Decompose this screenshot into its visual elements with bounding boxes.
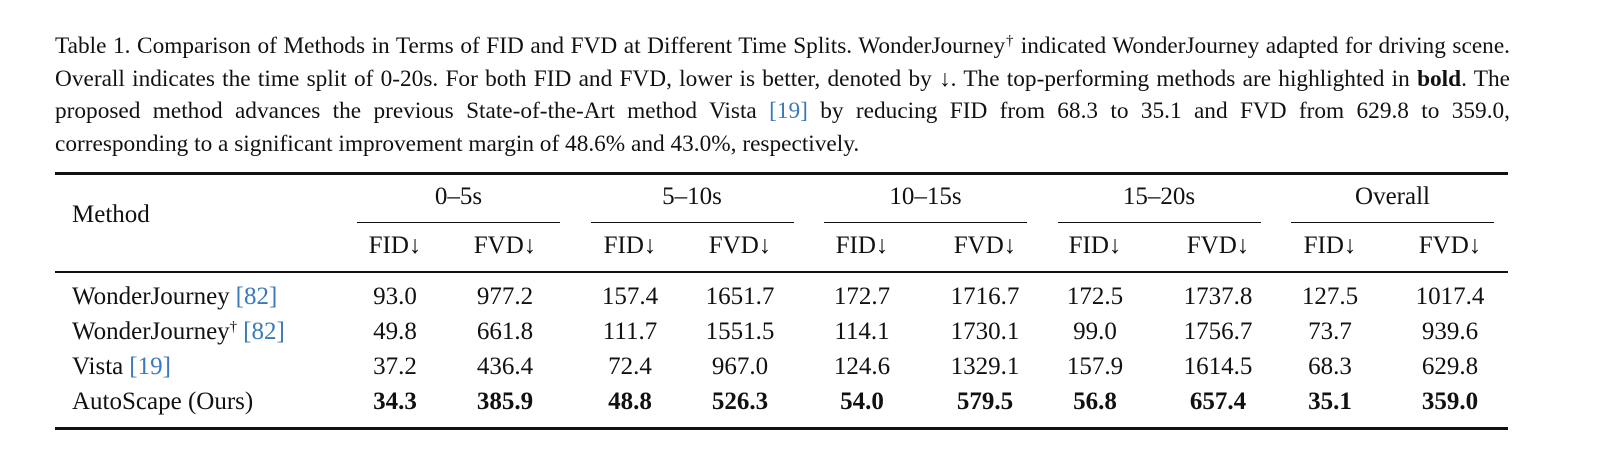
citation: [82]	[235, 283, 278, 310]
value-cell: 172.5	[1066, 283, 1124, 310]
method-cell: WonderJourney† [82]	[72, 317, 285, 347]
value-cell: 967.0	[711, 353, 769, 380]
value-cell: 157.4	[601, 283, 659, 310]
value-cell: 54.0	[840, 388, 884, 415]
method-name: AutoScape (Ours)	[72, 388, 254, 415]
value-cell: 1716.7	[950, 283, 1020, 310]
value-cell: 579.5	[956, 388, 1014, 415]
value-cell: 1329.1	[950, 353, 1020, 380]
value-cell: 124.6	[833, 353, 891, 380]
caption: Table 1. Comparison of Methods in Terms …	[55, 30, 1510, 160]
value-cell: 1756.7	[1183, 318, 1253, 345]
rule	[55, 172, 1508, 175]
value-cell: 1651.7	[705, 283, 775, 310]
value-cell: 359.0	[1421, 388, 1479, 415]
value-cell: 99.0	[1073, 318, 1117, 345]
group-header: 10–15s	[889, 183, 962, 210]
value-cell: 48.8	[608, 388, 652, 415]
column-header: FVD↓	[1418, 232, 1482, 259]
rule	[1291, 222, 1494, 224]
method-cell: Vista [19]	[72, 352, 171, 382]
value-cell: 114.1	[834, 318, 890, 345]
column-header: FVD↓	[473, 232, 537, 259]
value-cell: 35.1	[1308, 388, 1352, 415]
group-header: 0–5s	[434, 183, 483, 210]
group-header: Overall	[1355, 183, 1430, 210]
value-cell: 385.9	[476, 388, 534, 415]
method-name: WonderJourney	[72, 283, 230, 310]
method-name: Vista	[72, 353, 124, 380]
value-cell: 34.3	[373, 388, 417, 415]
value-cell: 172.7	[833, 283, 891, 310]
method-cell: WonderJourney [82]	[72, 282, 277, 312]
dagger: †	[229, 319, 238, 335]
value-cell: 73.7	[1308, 318, 1352, 345]
column-header: FID↓	[368, 232, 422, 259]
value-cell: 977.2	[476, 283, 534, 310]
rule	[1057, 222, 1261, 224]
value-cell: 1551.5	[705, 318, 775, 345]
value-cell: 629.8	[1421, 353, 1479, 380]
dagger: †	[1005, 33, 1015, 49]
method-header: Method	[72, 201, 150, 228]
caption-text: . The proposed method advances the previ…	[55, 65, 1510, 125]
caption-text: Table 1. Comparison of Methods in Terms …	[55, 33, 1006, 59]
column-header: FID↓	[1303, 232, 1357, 259]
column-header: FVD↓	[1186, 232, 1250, 259]
column-header: FID↓	[603, 232, 657, 259]
value-cell: 127.5	[1301, 283, 1359, 310]
value-cell: 72.4	[608, 353, 652, 380]
group-header: 5–10s	[662, 183, 722, 210]
value-cell: 939.6	[1421, 318, 1479, 345]
column-header: FVD↓	[953, 232, 1017, 259]
value-cell: 1017.4	[1415, 283, 1485, 310]
value-cell: 49.8	[373, 318, 417, 345]
caption-text: indicated WonderJourney adapted for driv…	[55, 33, 1510, 92]
value-cell: 1737.8	[1183, 283, 1253, 310]
value-cell: 526.3	[711, 388, 769, 415]
rule	[55, 427, 1508, 430]
value-cell: 37.2	[373, 353, 417, 380]
citation: [19]	[129, 353, 171, 380]
value-cell: 93.0	[373, 283, 417, 310]
caption-text: by reducing FID from 68.3 to 35.1 and FV…	[55, 98, 1510, 157]
value-cell: 661.8	[476, 318, 534, 345]
citation: [19]	[769, 98, 808, 124]
rule	[55, 271, 1508, 273]
value-cell: 436.4	[476, 353, 534, 380]
value-cell: 56.8	[1073, 388, 1117, 415]
value-cell: 1614.5	[1183, 353, 1253, 380]
citation: [82]	[243, 318, 285, 345]
caption-bold: bold	[1417, 65, 1462, 92]
value-cell: 157.9	[1066, 353, 1124, 380]
column-header: FID↓	[1068, 232, 1122, 259]
column-header: FVD↓	[708, 232, 772, 259]
rule	[357, 222, 560, 224]
rule	[824, 222, 1027, 224]
value-cell: 657.4	[1189, 388, 1247, 415]
column-header: FID↓	[835, 232, 889, 259]
value-cell: 1730.1	[950, 318, 1020, 345]
value-cell: 111.7	[602, 318, 658, 345]
value-cell: 68.3	[1308, 353, 1352, 380]
rule	[590, 222, 794, 224]
group-header: 15–20s	[1122, 183, 1196, 210]
method-name: WonderJourney	[72, 318, 230, 345]
method-cell: AutoScape (Ours)	[72, 387, 253, 417]
